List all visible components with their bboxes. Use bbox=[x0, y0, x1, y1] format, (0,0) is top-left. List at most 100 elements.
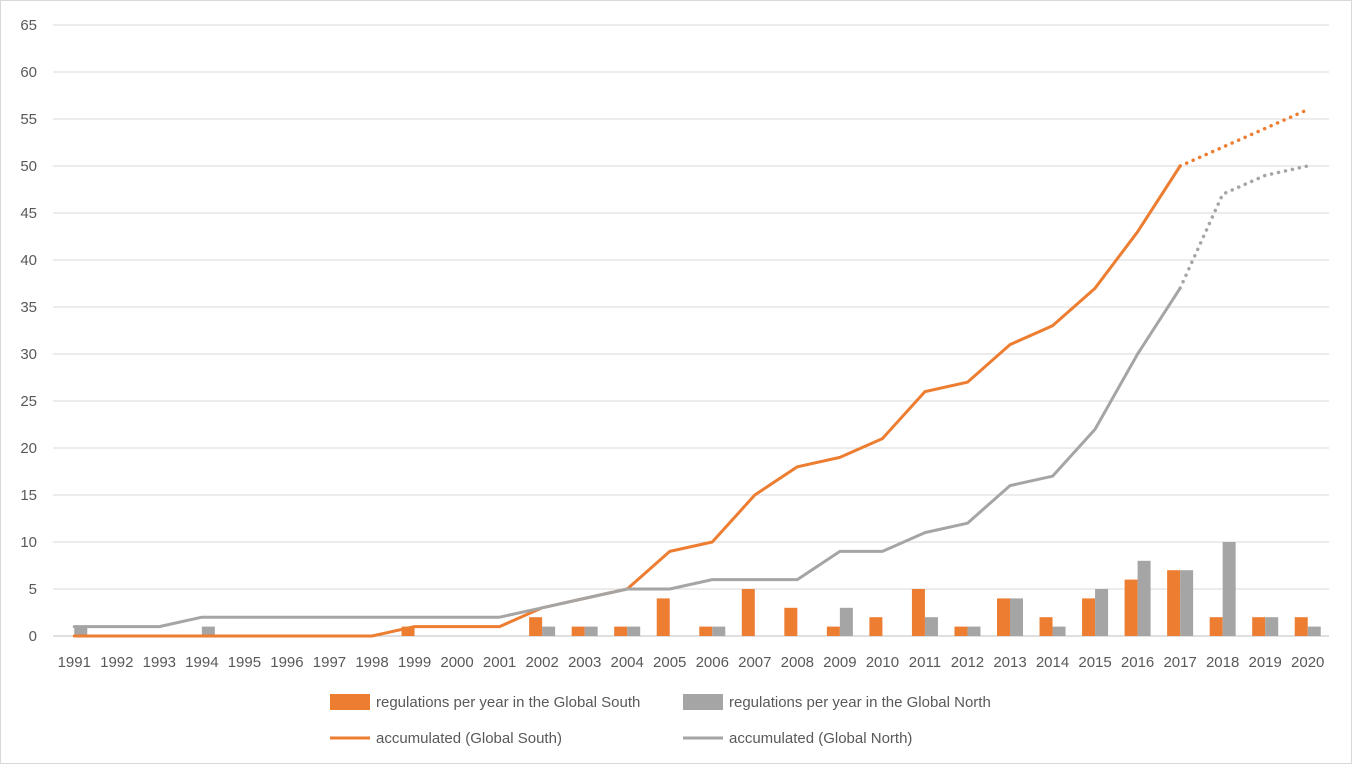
y-tick-label: 55 bbox=[20, 111, 37, 128]
bar-global-south bbox=[529, 617, 543, 636]
bar-global-south bbox=[699, 626, 713, 636]
bar-global-north bbox=[1137, 560, 1151, 636]
x-tick-label: 2006 bbox=[696, 654, 729, 671]
legend-label-south-line: accumulated (Global South) bbox=[376, 730, 562, 747]
x-tick-label: 2012 bbox=[951, 654, 984, 671]
x-tick-label: 2001 bbox=[483, 654, 516, 671]
bar-global-north bbox=[542, 626, 556, 636]
legend-swatch-north-bar bbox=[683, 694, 723, 710]
bar-global-south bbox=[869, 617, 883, 636]
bar-global-south bbox=[1167, 570, 1181, 636]
legend-item-north-bars: regulations per year in the Global North bbox=[683, 694, 991, 711]
line-projection-north bbox=[1178, 164, 1310, 290]
x-tick-label: 1997 bbox=[313, 654, 346, 671]
bar-global-south bbox=[1124, 579, 1138, 636]
bar-global-north bbox=[1180, 570, 1194, 636]
x-tick-label: 2016 bbox=[1121, 654, 1154, 671]
y-tick-label: 30 bbox=[20, 346, 37, 363]
legend-label-north-bar: regulations per year in the Global North bbox=[729, 694, 991, 711]
bar-global-south bbox=[614, 626, 628, 636]
x-tick-label: 2019 bbox=[1249, 654, 1282, 671]
gridlines bbox=[53, 24, 1329, 637]
x-tick-label: 2018 bbox=[1206, 654, 1239, 671]
x-tick-label: 1996 bbox=[270, 654, 303, 671]
x-tick-label: 2015 bbox=[1078, 654, 1111, 671]
y-tick-label: 5 bbox=[29, 581, 37, 598]
x-tick-label: 2007 bbox=[738, 654, 771, 671]
x-tick-label: 2010 bbox=[866, 654, 899, 671]
bar-global-south bbox=[656, 598, 670, 636]
bar-global-south bbox=[826, 626, 840, 636]
bar-global-south bbox=[997, 598, 1010, 636]
bar-global-south bbox=[1209, 617, 1223, 636]
x-tick-label: 2014 bbox=[1036, 654, 1069, 671]
x-tick-label: 2004 bbox=[611, 654, 644, 671]
bar-global-south bbox=[784, 607, 798, 636]
line-series bbox=[72, 107, 1310, 638]
legend: regulations per year in the Global South… bbox=[330, 694, 991, 747]
x-tick-label: 1995 bbox=[228, 654, 261, 671]
y-tick-label: 10 bbox=[20, 534, 37, 551]
x-tick-label: 1993 bbox=[143, 654, 176, 671]
y-tick-label: 0 bbox=[29, 628, 37, 645]
bar-global-north bbox=[584, 626, 598, 636]
x-tick-label: 1992 bbox=[100, 654, 133, 671]
y-tick-label: 65 bbox=[20, 17, 37, 34]
x-tick-label: 1999 bbox=[398, 654, 431, 671]
line-accumulated-north bbox=[72, 286, 1182, 629]
legend-swatch-south-bar bbox=[330, 694, 370, 710]
bar-global-north bbox=[627, 626, 641, 636]
legend-item-north-line: accumulated (Global North) bbox=[683, 730, 912, 747]
y-tick-label: 40 bbox=[20, 252, 37, 269]
x-tick-label: 2011 bbox=[909, 654, 941, 671]
y-tick-label: 45 bbox=[20, 205, 37, 222]
legend-item-south-line: accumulated (Global South) bbox=[330, 730, 562, 747]
bar-global-north bbox=[1307, 626, 1321, 636]
bar-global-north bbox=[1222, 542, 1236, 636]
x-tick-label: 2005 bbox=[653, 654, 686, 671]
bar-global-south bbox=[1294, 617, 1308, 636]
x-tick-label: 2020 bbox=[1291, 654, 1324, 671]
y-tick-label: 15 bbox=[20, 487, 37, 504]
bar-global-south bbox=[954, 626, 968, 636]
legend-label-north-line: accumulated (Global North) bbox=[729, 730, 912, 747]
y-tick-label: 60 bbox=[20, 64, 37, 81]
bar-global-north bbox=[967, 626, 981, 636]
bar-global-south bbox=[741, 589, 755, 636]
x-tick-label: 2002 bbox=[525, 654, 558, 671]
y-tick-label: 50 bbox=[20, 158, 37, 175]
bar-global-south bbox=[1252, 617, 1266, 636]
y-axis: 0 5 10 15 20 25 30 35 40 45 50 55 60 65 bbox=[20, 17, 37, 645]
bar-global-south bbox=[401, 626, 415, 636]
bar-global-north bbox=[1265, 617, 1279, 636]
legend-label-south-bar: regulations per year in the Global South bbox=[376, 694, 640, 711]
y-tick-label: 20 bbox=[20, 440, 37, 457]
legend-item-south-bars: regulations per year in the Global South bbox=[330, 694, 640, 711]
line-projection-south bbox=[1178, 107, 1310, 168]
x-tick-label: 1998 bbox=[355, 654, 388, 671]
bar-global-north bbox=[712, 626, 726, 636]
bar-global-north bbox=[1052, 626, 1066, 636]
bar-series bbox=[74, 542, 1321, 636]
bar-global-north bbox=[1010, 598, 1023, 636]
bar-global-south bbox=[911, 589, 925, 636]
x-tick-label: 2003 bbox=[568, 654, 601, 671]
bar-global-south bbox=[571, 626, 585, 636]
bar-global-north bbox=[839, 607, 853, 636]
bar-global-north bbox=[1095, 589, 1109, 636]
x-tick-label: 2017 bbox=[1163, 654, 1196, 671]
bar-global-north bbox=[201, 626, 215, 636]
x-tick-label: 2009 bbox=[823, 654, 856, 671]
y-tick-label: 25 bbox=[20, 393, 37, 410]
bar-global-south bbox=[1039, 617, 1053, 636]
x-tick-label: 1994 bbox=[185, 654, 218, 671]
x-tick-label: 2000 bbox=[440, 654, 473, 671]
x-axis: 1991 1992 1993 1994 1995 1996 1997 1998 1999 2000… bbox=[58, 654, 1325, 671]
x-tick-label: 2008 bbox=[781, 654, 814, 671]
bar-global-south bbox=[1082, 598, 1096, 636]
y-tick-label: 35 bbox=[20, 299, 37, 316]
x-tick-label: 2013 bbox=[993, 654, 1026, 671]
bar-global-north bbox=[74, 626, 88, 636]
